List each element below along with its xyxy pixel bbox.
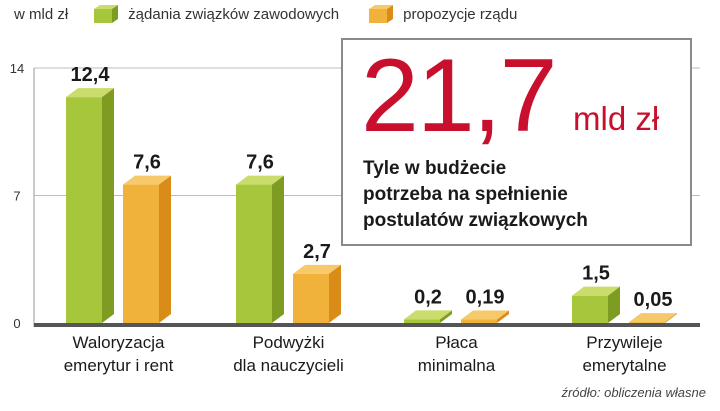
bar-side [272,175,284,323]
x-tick-label: Płaca [435,333,478,352]
legend-swatch-unions [94,5,119,23]
x-tick-label: emerytalne [582,356,666,375]
bar-top [293,264,341,274]
data-label: 12,4 [71,64,111,86]
data-label: 1,5 [582,263,610,285]
legend-label-government: propozycje rządu [403,5,518,23]
bar-top [66,88,114,98]
bar-top [404,310,452,320]
x-axis [34,323,700,327]
bar-top [461,310,509,320]
y-tick-label: 7 [13,189,20,204]
x-tick-label: Przywileje [586,333,663,352]
bar-front [293,273,329,323]
bar-top [236,175,284,185]
legend-label-unions: żądania związków zawodowych [128,5,340,23]
callout-description: Tyle w budżecie potrzeba na spełnienie p… [363,156,683,234]
legend-swatch-government [369,5,394,23]
x-tick-label: Waloryzacja [73,333,165,352]
data-label: 7,6 [133,152,161,174]
bar-top [123,175,171,185]
bar-side [440,310,452,323]
bar-front [572,295,608,323]
bar-front [629,322,665,323]
y-tick-label: 0 [13,316,20,331]
unit-label: w mld zł [14,5,69,23]
x-tick-label: emerytur i rent [64,356,174,375]
data-label: 7,6 [246,152,274,174]
data-label: 0,19 [466,287,505,309]
callout-line: Tyle w budżecie [363,158,507,179]
bar-side [159,175,171,323]
data-label: 0,2 [414,286,442,308]
callout-box: 21,7 mld zł Tyle w budżecie potrzeba na … [341,38,692,246]
data-label: 2,7 [303,241,331,263]
bar-top [629,313,677,323]
bar-front [404,319,440,323]
x-tick-label: minimalna [418,356,496,375]
source-note: źródło: obliczenia własne [561,385,706,400]
data-label: 0,05 [634,289,673,311]
callout-value: 21,7 [361,38,557,154]
bar-side [329,264,341,323]
x-tick-label: Podwyżki [253,333,325,352]
callout-unit: mld zł [573,100,660,137]
bar-side [608,286,620,323]
callout-line: potrzeba na spełnienie [363,184,568,205]
x-tick-label: dla nauczycieli [233,356,344,375]
bar-front [123,184,159,323]
bar-side [665,313,677,323]
bar-top [572,286,620,296]
callout-line: postulatów związkowych [363,210,588,231]
bar-front [236,184,272,323]
y-tick-label: 14 [10,61,24,76]
legend: w mld zł żądania związków zawodowych pro… [0,2,543,26]
bar-side [497,310,509,323]
bar-front [66,97,102,324]
bar-side [102,88,114,324]
bar-front [461,319,497,323]
